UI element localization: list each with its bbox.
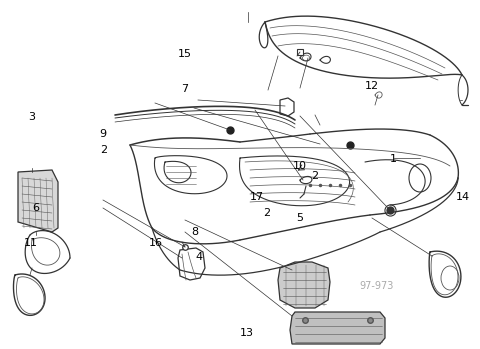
Text: 97-973: 97-973 [360, 281, 394, 291]
Text: 12: 12 [365, 81, 379, 90]
Text: 8: 8 [191, 227, 198, 237]
Polygon shape [278, 262, 330, 308]
Polygon shape [18, 170, 58, 232]
Text: 4: 4 [196, 252, 203, 261]
Text: 10: 10 [293, 161, 307, 171]
Text: 6: 6 [33, 203, 39, 213]
Text: 17: 17 [250, 192, 264, 202]
Text: 14: 14 [456, 192, 470, 202]
Polygon shape [290, 312, 385, 344]
Text: 16: 16 [149, 238, 163, 247]
Text: 1: 1 [390, 154, 397, 164]
Text: 7: 7 [181, 84, 188, 94]
Text: 2: 2 [311, 171, 318, 181]
Text: 5: 5 [297, 213, 303, 223]
Text: 9: 9 [100, 129, 107, 139]
Text: 13: 13 [240, 328, 254, 338]
Text: 2: 2 [263, 208, 270, 218]
Text: 11: 11 [24, 238, 38, 247]
Text: 2: 2 [100, 145, 107, 155]
Text: 15: 15 [178, 49, 192, 59]
Text: 3: 3 [28, 112, 35, 122]
